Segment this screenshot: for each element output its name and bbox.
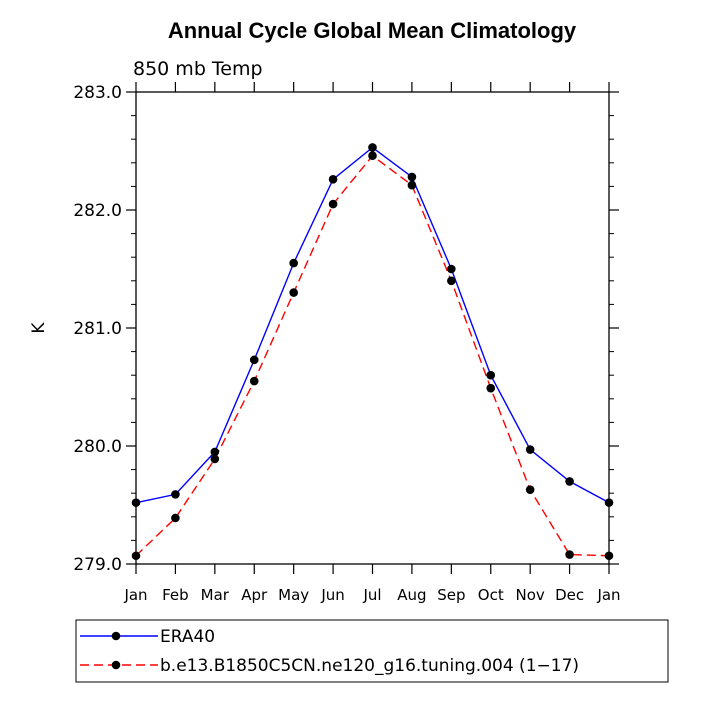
chart-subtitle: 850 mb Temp [133, 58, 263, 80]
y-tick-label: 280.0 [73, 437, 122, 457]
data-point-s1-5 [328, 175, 338, 184]
legend-marker-1 [111, 631, 121, 641]
data-point-s1-2 [210, 447, 220, 457]
data-point-s2-9 [486, 383, 496, 393]
x-tick-label: May [278, 586, 309, 604]
y-axis: 279.0 280.0 281.0 282.0 283.0 [73, 83, 619, 575]
plot-frame [135, 91, 610, 565]
data-point-s2-1 [171, 513, 180, 523]
data-point-s1-6 [368, 143, 377, 152]
data-point-s2-5 [328, 199, 338, 209]
data-point-s1-1 [171, 490, 180, 499]
chart-title: Annual Cycle Global Mean Climatology [168, 18, 577, 43]
data-point-s2-0 [131, 551, 141, 561]
data-point-s1-7 [407, 172, 417, 182]
data-point-s2-12 [604, 551, 614, 561]
data-point-s1-0 [131, 498, 141, 507]
data-point-s1-4 [289, 258, 298, 268]
series-line-1 [135, 146, 610, 504]
legend: ERA40 b.e13.B1850C5CN.ne120_g16.tuning.00… [80, 627, 579, 676]
y-axis-label: K [29, 322, 49, 334]
data-point-s2-6 [368, 151, 377, 161]
x-tick-label: Jan [123, 586, 147, 604]
y-tick-label: 282.0 [73, 201, 122, 221]
data-point-s2-8 [447, 276, 456, 286]
y-tick-label: 281.0 [73, 319, 122, 339]
series-layer [131, 143, 614, 561]
series-line-2 [135, 154, 610, 557]
data-point-s1-3 [249, 355, 259, 365]
data-point-s2-4 [289, 288, 298, 297]
legend-marker-2 [111, 660, 121, 670]
x-tick-label: Dec [555, 586, 584, 604]
x-tick-label: Mar [201, 586, 230, 604]
x-tick-label: Nov [516, 586, 545, 604]
y-tick-label: 279.0 [73, 555, 122, 575]
data-point-s2-2 [210, 454, 220, 464]
data-point-s1-9 [486, 370, 496, 380]
data-point-s1-8 [447, 264, 456, 274]
legend-box [75, 619, 669, 683]
data-point-s1-12 [604, 498, 614, 507]
x-tick-label: Jun [320, 586, 344, 604]
x-tick-label: Jan [596, 586, 620, 604]
x-axis: Jan Feb Mar Apr May Jun Jul Aug Sep Oct Nov Dec Jan [123, 82, 621, 604]
data-point-s2-7 [407, 180, 417, 190]
data-point-s2-10 [525, 485, 535, 494]
data-point-s2-3 [249, 376, 259, 386]
x-tick-label: Jul [362, 586, 381, 604]
data-point-s1-10 [525, 445, 535, 454]
y-tick-label: 283.0 [73, 83, 122, 103]
data-point-s2-11 [565, 550, 574, 559]
data-point-s1-11 [565, 477, 574, 486]
x-tick-label: Feb [162, 586, 189, 604]
x-tick-label: Oct [478, 586, 504, 604]
x-tick-label: Sep [437, 586, 465, 604]
x-tick-label: Apr [241, 586, 268, 604]
x-tick-label: Aug [397, 586, 426, 604]
legend-label-1: ERA40 [160, 627, 215, 647]
legend-label-2: b.e13.B1850C5CN.ne120_g16.tuning.004 (1−… [160, 656, 579, 676]
